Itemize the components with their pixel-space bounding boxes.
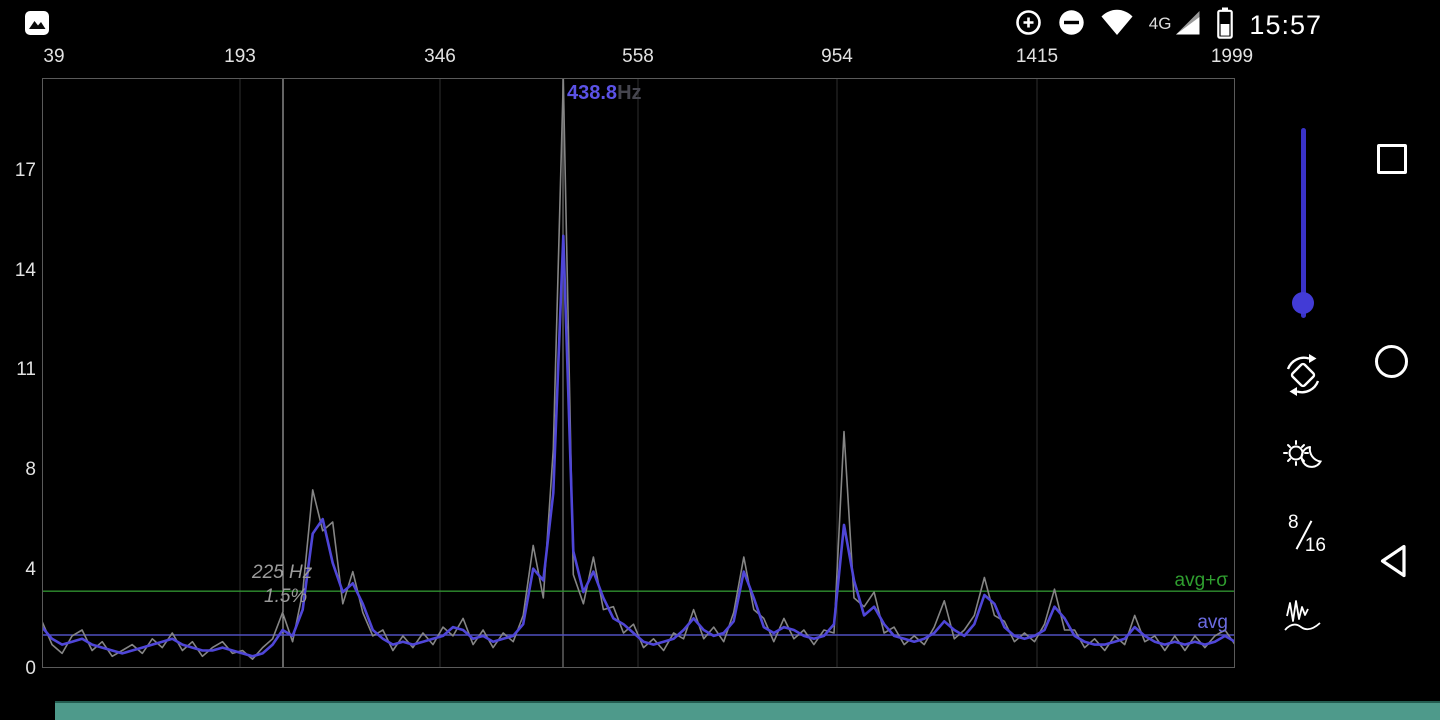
bit-depth-top-value: 8	[1288, 512, 1299, 533]
y-axis-tick-label: 11	[16, 359, 36, 380]
y-axis-tick-label: 17	[14, 160, 36, 181]
spectrum-plot[interactable]	[42, 78, 1235, 668]
back-icon	[1380, 544, 1406, 578]
status-bar-right: 4G 15:57	[1015, 7, 1322, 43]
avg-plus-sigma-label: avg+σ	[1174, 570, 1228, 591]
peak-frequency-label: 438.8Hz	[567, 82, 642, 105]
bit-depth-toggle[interactable]: 8 16	[1283, 512, 1327, 558]
waveform-overlay-button[interactable]	[1280, 596, 1326, 642]
rotate-screen-icon	[1280, 354, 1326, 402]
avg-label: avg	[1197, 612, 1228, 633]
back-button[interactable]	[1378, 543, 1408, 584]
marker-percent: 1.5%	[264, 586, 308, 607]
do-not-disturb-icon	[1058, 9, 1085, 41]
gain-slider-track[interactable]	[1301, 128, 1306, 318]
x-axis-tick-label: 558	[622, 46, 654, 67]
y-axis-tick-label: 4	[25, 559, 36, 580]
y-axis-tick-label: 0	[25, 658, 36, 679]
gain-slider-thumb[interactable]	[1292, 292, 1314, 314]
data-saver-icon	[1015, 9, 1042, 41]
y-axis-tick-label: 14	[14, 260, 36, 281]
rotate-screen-button[interactable]	[1280, 352, 1326, 398]
sun-moon-icon	[1280, 440, 1326, 482]
x-axis-tick-label: 39	[43, 46, 65, 67]
battery-icon	[1217, 7, 1234, 44]
peak-frequency-unit: Hz	[617, 82, 642, 104]
x-axis-tick-label: 1415	[1015, 46, 1059, 67]
network-type-label: 4G	[1148, 14, 1172, 33]
x-axis-tick-label: 346	[424, 46, 456, 67]
waveform-icon	[1280, 600, 1326, 644]
cellular-status: 4G	[1149, 9, 1202, 41]
clock: 15:57	[1249, 9, 1322, 40]
home-button[interactable]	[1375, 345, 1408, 378]
x-axis-tick-label: 954	[821, 46, 853, 67]
wifi-icon	[1101, 9, 1133, 41]
x-axis-tick-label: 193	[224, 46, 256, 67]
waterfall-spectrogram	[55, 701, 1440, 720]
marker-annotation: 225 Hz 1.5%	[252, 561, 312, 609]
bit-depth-bottom-value: 16	[1304, 535, 1326, 556]
theme-toggle-button[interactable]	[1280, 432, 1326, 478]
signal-strength-icon	[1174, 9, 1201, 41]
marker-frequency: 225 Hz	[252, 562, 313, 583]
photo-notification-icon	[24, 10, 50, 41]
y-axis-tick-label: 8	[25, 459, 36, 480]
x-axis-tick-label: 1999	[1210, 46, 1254, 67]
recents-button[interactable]	[1377, 144, 1407, 174]
peak-frequency-value: 438.8	[567, 82, 618, 104]
